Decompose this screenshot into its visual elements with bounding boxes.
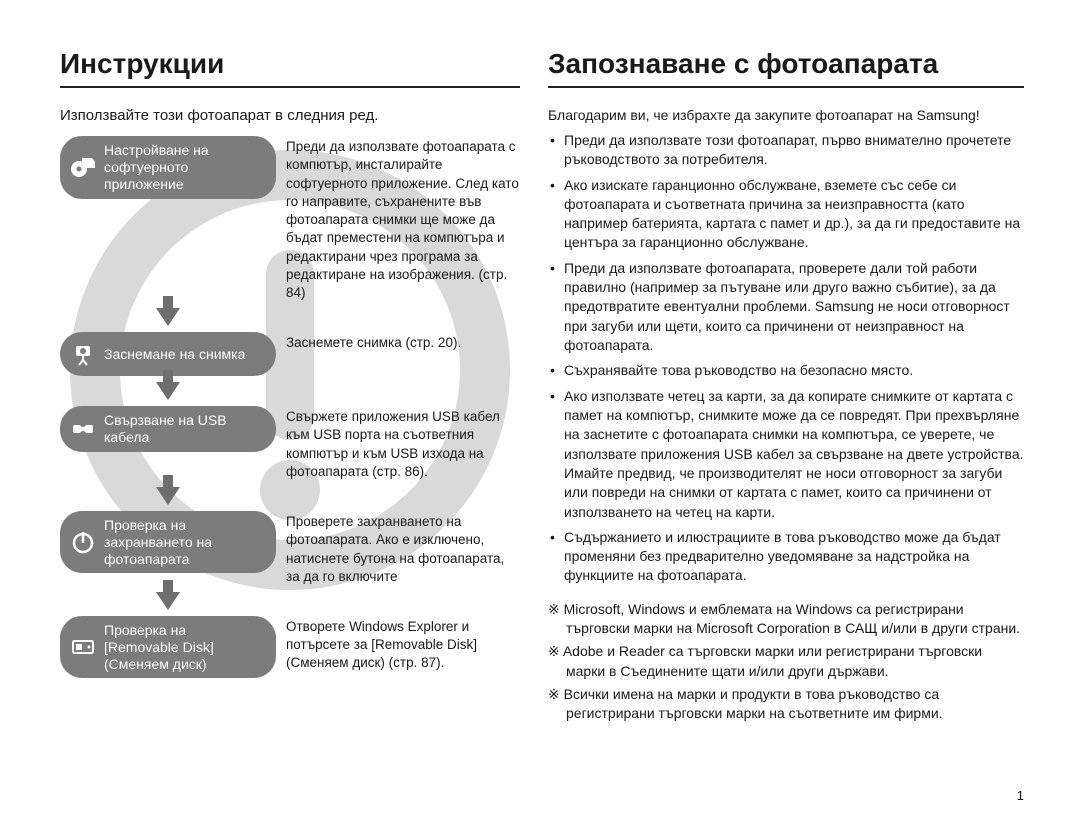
bullet-item: Преди да използвате фотоапарата, провере…	[548, 259, 1024, 356]
step-desc: Преди да използвате фотоапарата с компют…	[286, 136, 520, 302]
instructions-intro: Използвайте този фотоапарат в следния ре…	[60, 106, 520, 126]
step-row: Свързване на USB кабела Свържете приложе…	[60, 406, 520, 481]
step-arrow	[60, 586, 276, 616]
power-icon	[70, 529, 96, 555]
step-label: Заснемане на снимка	[104, 346, 262, 363]
thanks-text: Благодарим ви, че избрахте да закупите ф…	[548, 106, 1024, 125]
step-desc: Проверете захранването на фотоапарата. А…	[286, 511, 520, 586]
note-item: ※ Microsoft, Windows и емблемата на Wind…	[548, 600, 1024, 639]
step-pill: Настройване на софтуерното приложение	[60, 136, 276, 198]
bullet-item: Съдържанието и илюстрациите в това ръков…	[548, 528, 1024, 586]
getting-to-know-heading: Запознаване с фотоапарата	[548, 48, 1024, 88]
bullet-item: Ако използвате четец за карти, за да коп…	[548, 387, 1024, 522]
disk-drive-icon	[70, 634, 96, 660]
step-arrow	[60, 376, 276, 406]
page-number: 1	[1017, 788, 1024, 803]
bullets-list: Преди да използвате този фотоапарат, пър…	[548, 131, 1024, 586]
instructions-heading: Инструкции	[60, 48, 520, 88]
camera-tripod-icon	[70, 341, 96, 367]
step-row: Настройване на софтуерното приложение Пр…	[60, 136, 520, 302]
getting-to-know-column: Запознаване с фотоапарата Благодарим ви,…	[548, 48, 1024, 728]
step-row: Проверка на [Removable Disk] (Сменяем ди…	[60, 616, 520, 678]
page-container: Инструкции Използвайте този фотоапарат в…	[0, 0, 1080, 748]
step-desc: Свържете приложения USB кабел към USB по…	[286, 406, 520, 481]
step-pill: Свързване на USB кабела	[60, 406, 276, 452]
step-arrow	[60, 302, 276, 332]
instructions-column: Инструкции Използвайте този фотоапарат в…	[60, 48, 520, 728]
disc-photo-icon	[70, 154, 96, 180]
step-label: Настройване на софтуерното приложение	[104, 142, 262, 192]
bullet-item: Съхранявайте това ръководство на безопас…	[548, 361, 1024, 380]
step-desc: Отворете Windows Explorer и потърсете за…	[286, 616, 520, 673]
usb-connect-icon	[70, 416, 96, 442]
note-item: ※ Всички имена на марки и продукти в тов…	[548, 685, 1024, 724]
note-item: ※ Adobe и Reader са търговски марки или …	[548, 642, 1024, 681]
bullet-item: Преди да използвате този фотоапарат, пър…	[548, 131, 1024, 170]
bullet-item: Ако изискате гаранционно обслужване, взе…	[548, 176, 1024, 253]
step-desc: Заснемете снимка (стр. 20).	[286, 332, 520, 352]
step-label: Проверка на захранването на фотоапарата	[104, 517, 262, 567]
trademark-notes: ※ Microsoft, Windows и емблемата на Wind…	[548, 600, 1024, 724]
step-arrow	[60, 481, 276, 511]
step-pill: Проверка на захранването на фотоапарата	[60, 511, 276, 573]
steps-list: Настройване на софтуерното приложение Пр…	[60, 136, 520, 678]
step-row: Проверка на захранването на фотоапарата …	[60, 511, 520, 586]
step-label: Свързване на USB кабела	[104, 412, 262, 446]
step-row: Заснемане на снимка Заснемете снимка (ст…	[60, 332, 520, 376]
step-pill: Проверка на [Removable Disk] (Сменяем ди…	[60, 616, 276, 678]
step-label: Проверка на [Removable Disk] (Сменяем ди…	[104, 622, 262, 672]
